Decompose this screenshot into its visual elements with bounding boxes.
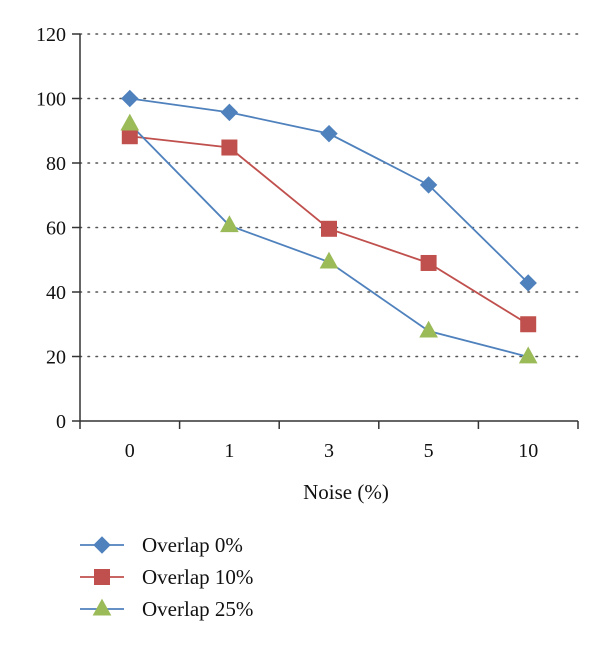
x-tick-label: 3 bbox=[324, 440, 334, 462]
data-point-series-1-diamond-marker bbox=[519, 274, 537, 292]
y-tick-label: 0 bbox=[56, 411, 66, 433]
legend-diamond-marker bbox=[93, 536, 111, 554]
data-point-series-3-triangle-marker bbox=[120, 113, 140, 131]
y-tick-label: 20 bbox=[46, 347, 66, 369]
data-point-series-2-square-marker bbox=[121, 128, 138, 145]
x-tick-label: 0 bbox=[125, 440, 135, 462]
legend-triangle-marker bbox=[92, 598, 112, 616]
x-tick-label: 5 bbox=[424, 440, 434, 462]
legend-square-marker bbox=[94, 569, 110, 585]
x-tick-label: 10 bbox=[518, 440, 538, 462]
x-ticks: 0 1 3 5 10 bbox=[79, 421, 579, 462]
data-point-series-2-square-marker bbox=[520, 316, 537, 333]
legend-label: Overlap 25% bbox=[142, 597, 253, 621]
y-ticks: 0 20 40 60 80 100 120 bbox=[36, 24, 80, 433]
y-tick-label: 60 bbox=[46, 218, 66, 240]
data-point-series-2-square-marker bbox=[420, 254, 437, 271]
y-tick-label: 40 bbox=[46, 282, 66, 304]
data-point-series-1-diamond-marker bbox=[320, 124, 338, 143]
y-tick-label: 100 bbox=[36, 89, 66, 111]
x-tick-label: 1 bbox=[224, 440, 234, 462]
legend-entry: Overlap 10% bbox=[80, 565, 253, 589]
data-point-series-1-diamond-marker bbox=[121, 89, 139, 108]
y-tick-label: 120 bbox=[36, 24, 66, 46]
legend-entry: Overlap 0% bbox=[80, 533, 243, 557]
series-markers bbox=[120, 89, 538, 364]
legend-label: Overlap 10% bbox=[142, 565, 253, 589]
data-point-series-1-diamond-marker bbox=[419, 176, 438, 194]
data-point-series-2-square-marker bbox=[221, 139, 238, 156]
y-tick-label: 80 bbox=[46, 153, 66, 175]
data-point-series-3-triangle-marker bbox=[220, 215, 239, 233]
legend-label: Overlap 0% bbox=[142, 533, 243, 557]
series-line-3 bbox=[129, 123, 529, 358]
data-point-series-1-diamond-marker bbox=[220, 103, 239, 122]
legend: Overlap 0% Overlap 10% Overlap 25% bbox=[80, 533, 253, 621]
legend-entry: Overlap 25% bbox=[80, 597, 253, 621]
data-point-series-3-triangle-marker bbox=[319, 251, 339, 269]
data-point-series-3-triangle-marker bbox=[518, 346, 538, 364]
data-point-series-2-square-marker bbox=[321, 220, 337, 237]
data-point-series-3-triangle-marker bbox=[419, 320, 438, 338]
x-axis-title: Noise (%) bbox=[303, 480, 389, 504]
